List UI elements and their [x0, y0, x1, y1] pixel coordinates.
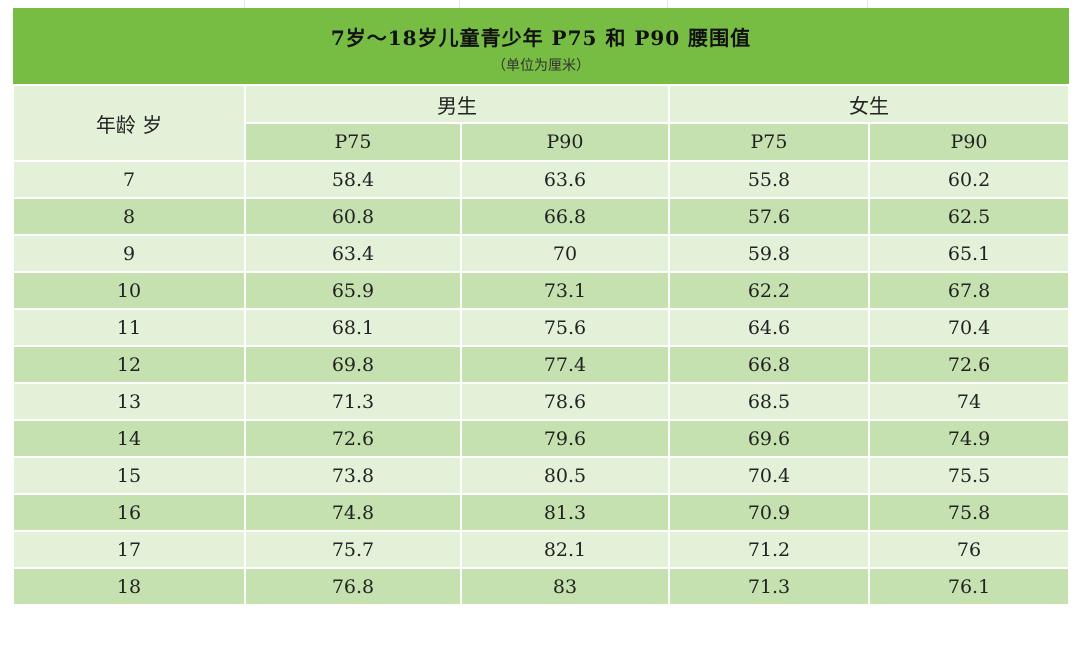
male-p75-cell: 69.8 [244, 345, 462, 384]
table-row: 15 73.8 80.5 70.4 75.5 [12, 456, 1071, 495]
female-p75-cell: 59.8 [668, 234, 870, 273]
table-row: 14 72.6 79.6 69.6 74.9 [12, 419, 1071, 458]
female-p75-cell: 68.5 [668, 382, 870, 421]
male-p75-cell: 74.8 [244, 493, 462, 532]
table-row: 7 58.4 63.6 55.8 60.2 [12, 160, 1071, 199]
male-p90-cell: 77.4 [460, 345, 670, 384]
male-p75-cell: 60.8 [244, 197, 462, 236]
male-p75-cell: 73.8 [244, 456, 462, 495]
table-row: 16 74.8 81.3 70.9 75.8 [12, 493, 1071, 532]
female-p75-cell: 70.9 [668, 493, 870, 532]
male-p90-cell: 82.1 [460, 530, 670, 569]
female-p90-cell: 70.4 [867, 308, 1071, 347]
table-row: 17 75.7 82.1 71.2 76 [12, 530, 1071, 569]
female-p90-cell: 76 [867, 530, 1071, 569]
age-cell: 12 [12, 345, 246, 384]
male-p75-header: P75 [244, 122, 462, 162]
male-p90-cell: 78.6 [460, 382, 670, 421]
male-p90-cell: 79.6 [460, 419, 670, 458]
age-cell: 17 [12, 530, 246, 569]
female-p75-cell: 66.8 [668, 345, 870, 384]
female-p75-cell: 64.6 [668, 308, 870, 347]
male-p75-cell: 58.4 [244, 160, 462, 199]
table-row: 18 76.8 83 71.3 76.1 [12, 567, 1071, 606]
table-row: 11 68.1 75.6 64.6 70.4 [12, 308, 1071, 347]
table-subtitle: （单位为厘米） [492, 57, 591, 74]
age-cell: 18 [12, 567, 246, 606]
age-cell: 16 [12, 493, 246, 532]
male-p75-cell: 72.6 [244, 419, 462, 458]
female-p90-cell: 65.1 [867, 234, 1071, 273]
male-p75-cell: 71.3 [244, 382, 462, 421]
female-p90-cell: 62.5 [867, 197, 1071, 236]
age-cell: 7 [12, 160, 246, 199]
female-p75-cell: 70.4 [668, 456, 870, 495]
female-p90-cell: 74.9 [867, 419, 1071, 458]
female-p75-cell: 55.8 [668, 160, 870, 199]
age-cell: 10 [12, 271, 246, 310]
male-p75-cell: 75.7 [244, 530, 462, 569]
female-p90-cell: 72.6 [867, 345, 1071, 384]
male-p75-cell: 68.1 [244, 308, 462, 347]
table-row: 8 60.8 66.8 57.6 62.5 [12, 197, 1071, 236]
female-p75-cell: 71.2 [668, 530, 870, 569]
female-p75-header: P75 [668, 122, 870, 162]
title-cell: 7岁～18岁儿童青少年 P75 和 P90 腰围值 （单位为厘米） [13, 8, 1070, 85]
male-p90-cell: 81.3 [460, 493, 670, 532]
table-row: 12 69.8 77.4 66.8 72.6 [12, 345, 1071, 384]
male-p90-cell: 63.6 [460, 160, 670, 199]
male-p75-cell: 76.8 [244, 567, 462, 606]
male-p90-cell: 75.6 [460, 308, 670, 347]
age-cell: 9 [12, 234, 246, 273]
female-p90-cell: 75.8 [867, 493, 1071, 532]
table-row: 9 63.4 70 59.8 65.1 [12, 234, 1071, 273]
male-p75-cell: 65.9 [244, 271, 462, 310]
age-cell: 8 [12, 197, 246, 236]
table-title: 7岁～18岁儿童青少年 P75 和 P90 腰围值 [330, 25, 752, 50]
male-p90-cell: 70 [460, 234, 670, 273]
female-p75-cell: 71.3 [668, 567, 870, 606]
female-p90-cell: 76.1 [867, 567, 1071, 606]
female-p90-cell: 74 [867, 382, 1071, 421]
age-cell: 13 [12, 382, 246, 421]
female-group-header: 女生 [667, 84, 1071, 124]
male-p90-cell: 80.5 [460, 456, 670, 495]
female-p90-header: P90 [867, 122, 1071, 162]
age-header: 年龄 岁 [12, 84, 246, 162]
male-p90-cell: 73.1 [460, 271, 670, 310]
age-cell: 11 [12, 308, 246, 347]
table-row: 10 65.9 73.1 62.2 67.8 [12, 271, 1071, 310]
male-p75-cell: 63.4 [244, 234, 462, 273]
female-p75-cell: 69.6 [668, 419, 870, 458]
waist-circumference-table: 7岁～18岁儿童青少年 P75 和 P90 腰围值 （单位为厘米） 年龄 岁 男… [12, 8, 1071, 606]
female-p75-cell: 62.2 [668, 271, 870, 310]
sheet-gridlines [12, 0, 1068, 8]
table-row: 13 71.3 78.6 68.5 74 [12, 382, 1071, 421]
female-p75-cell: 57.6 [668, 197, 870, 236]
age-cell: 14 [12, 419, 246, 458]
female-p90-cell: 60.2 [867, 160, 1071, 199]
female-p90-cell: 67.8 [867, 271, 1071, 310]
female-p90-cell: 75.5 [867, 456, 1071, 495]
male-p90-cell: 83 [460, 567, 670, 606]
male-p90-cell: 66.8 [460, 197, 670, 236]
age-cell: 15 [12, 456, 246, 495]
male-group-header: 男生 [244, 84, 670, 124]
male-p90-header: P90 [460, 122, 670, 162]
